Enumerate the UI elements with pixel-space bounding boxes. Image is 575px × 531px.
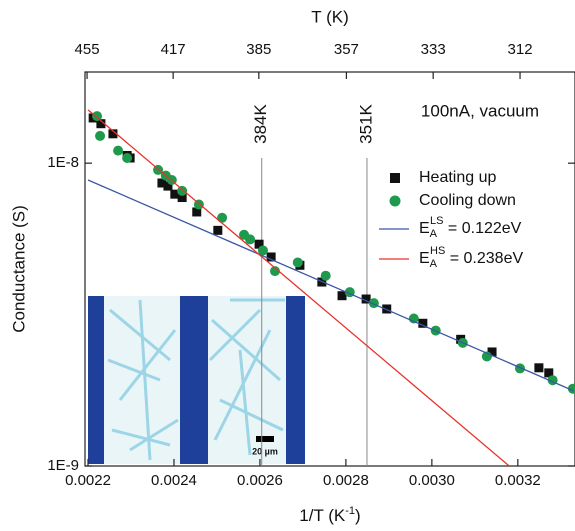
x-tick-label: 0.0030 — [409, 472, 455, 489]
y-tick-label: 1E-9 — [47, 457, 79, 474]
reference-label: 384K — [251, 103, 270, 143]
plot-frame — [84, 71, 575, 467]
fit-line — [87, 109, 510, 466]
data-point — [163, 181, 173, 191]
legend-label: EAHS = 0.238eV — [419, 245, 523, 270]
inset-scale-label: 20 µm — [252, 446, 278, 456]
data-point — [96, 119, 106, 129]
legend-label-sup: HS — [430, 245, 445, 257]
x-tick-label: 0.0024 — [151, 472, 197, 489]
legend-marker — [389, 195, 401, 207]
inset-electrode — [88, 296, 104, 464]
legend-label-sub: A — [430, 258, 438, 270]
data-point — [217, 212, 228, 223]
legend-label-rest: = 0.238eV — [445, 250, 523, 267]
x-axis-label-sup: -1 — [345, 505, 355, 517]
annotation: 100nA, vacuum — [421, 101, 539, 120]
data-point — [95, 130, 106, 141]
data-point — [292, 257, 303, 268]
x-axis-label-main: 1/T (K — [299, 506, 346, 525]
legend-label-name: Heating up — [419, 169, 496, 186]
data-point — [361, 294, 371, 304]
data-point — [487, 347, 497, 357]
legend-label: EALS = 0.122eV — [419, 215, 522, 240]
data-point — [108, 129, 118, 139]
inset-image: 20 µm — [88, 296, 305, 464]
x2-axis-label: T (K) — [311, 7, 348, 26]
data-point — [254, 239, 264, 249]
data-point — [170, 189, 180, 199]
plot-area — [87, 109, 575, 466]
x2-tick-label: 385 — [246, 41, 271, 58]
data-point — [418, 318, 428, 328]
data-point — [122, 153, 133, 164]
legend-label-sub: A — [430, 228, 438, 240]
x-tick-label: 0.0022 — [65, 472, 111, 489]
x-tick-label: 0.0028 — [323, 472, 369, 489]
legend-label-name: E — [419, 220, 430, 237]
x2-tick-label: 333 — [421, 41, 446, 58]
data-point — [320, 270, 331, 281]
x2-tick-label: 417 — [161, 41, 186, 58]
x2-tick-label: 312 — [508, 41, 533, 58]
data-point — [213, 225, 223, 235]
y-tick-label: 1E-8 — [47, 154, 79, 171]
data-point — [192, 207, 202, 217]
data-point — [157, 178, 167, 188]
legend-label-name: E — [419, 250, 430, 267]
fit-line — [87, 179, 574, 392]
x2-tick-label: 357 — [334, 41, 359, 58]
data-point — [257, 245, 268, 256]
data-point — [337, 291, 347, 301]
legend-label-sup: LS — [430, 215, 443, 227]
data-point — [534, 363, 544, 373]
x-axis-label-end: ) — [355, 506, 361, 525]
y-axis-label: Conductance (S) — [9, 205, 28, 333]
legend-label: Heating up — [419, 169, 496, 186]
data-point — [177, 193, 187, 203]
data-point — [382, 304, 392, 314]
x2-tick-label: 455 — [75, 41, 100, 58]
data-point — [266, 252, 276, 262]
x-tick-label: 0.0032 — [495, 472, 541, 489]
data-point — [92, 111, 103, 122]
legend-label: Cooling down — [419, 192, 516, 209]
data-point — [269, 266, 280, 277]
reference-label: 351K — [356, 103, 375, 143]
legend-marker — [390, 173, 400, 183]
data-point — [177, 185, 188, 196]
data-point — [544, 368, 554, 378]
inset-needles — [107, 298, 285, 461]
x-axis-label: 1/T (K-1) — [299, 505, 360, 526]
inset-electrode — [286, 296, 305, 464]
x-tick-label: 0.0026 — [237, 472, 283, 489]
inset-scale-bar — [256, 436, 274, 442]
inset-electrode — [180, 296, 208, 464]
data-point — [113, 145, 124, 156]
data-point — [245, 234, 256, 245]
legend-label-rest: = 0.122eV — [443, 220, 521, 237]
legend-label-name: Cooling down — [419, 192, 516, 209]
